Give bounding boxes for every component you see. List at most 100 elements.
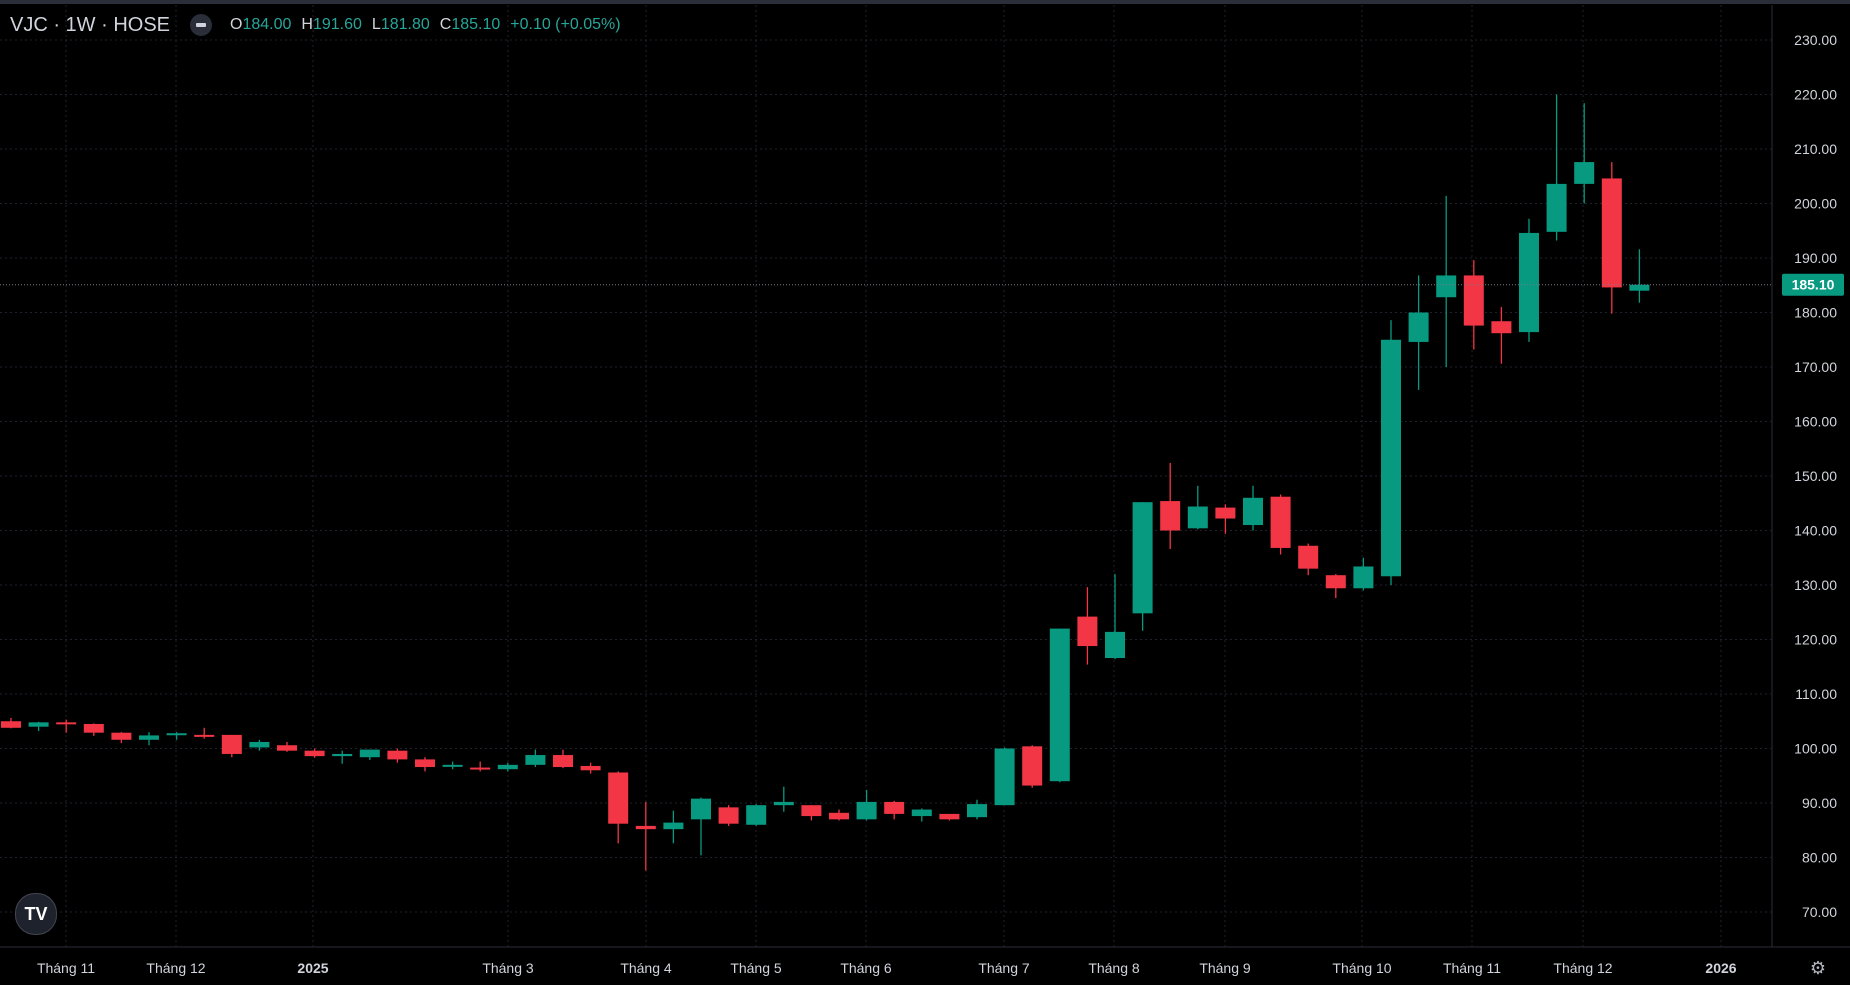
y-tick-label: 150.00 [1794, 468, 1837, 484]
candle-body[interactable] [773, 801, 794, 806]
y-tick-label: 130.00 [1794, 577, 1837, 593]
low-value: 181.80 [380, 16, 430, 33]
x-tick-label: Tháng 7 [978, 960, 1030, 976]
candle-body[interactable] [1519, 232, 1539, 333]
x-tick-label: Tháng 4 [620, 960, 672, 976]
candle-body[interactable] [911, 809, 932, 817]
candle-body[interactable] [1077, 616, 1098, 647]
candle-body[interactable] [635, 825, 656, 830]
last-price-marker: 185.10 [0, 273, 1844, 296]
x-tick-label: 2025 [297, 960, 328, 976]
candle-body[interactable] [967, 804, 987, 818]
candle-body[interactable] [1160, 501, 1181, 531]
candle-body[interactable] [580, 765, 601, 771]
candle-body[interactable] [387, 750, 408, 760]
x-tick-label: Tháng 12 [1553, 960, 1612, 976]
ohlc-values: O184.00 H191.60 L181.80 C185.10 +0.10 (+… [230, 16, 621, 34]
last-price-label: 185.10 [1792, 277, 1835, 293]
x-tick-label: Tháng 6 [840, 960, 892, 976]
candle-body[interactable] [1491, 321, 1512, 334]
candle-body[interactable] [1436, 275, 1457, 298]
y-tick-label: 70.00 [1802, 904, 1837, 920]
tradingview-logo-icon[interactable]: TV [15, 893, 57, 935]
candle-body[interactable] [1105, 631, 1125, 659]
last-price-badge [1782, 273, 1844, 296]
x-tick-label: Tháng 5 [730, 960, 782, 976]
candle-body[interactable] [497, 764, 518, 770]
candle-body[interactable] [442, 764, 463, 767]
candle-body[interactable] [1381, 339, 1401, 577]
candle-body[interactable] [1215, 507, 1236, 519]
candle-body[interactable] [1022, 746, 1043, 786]
minus-pill-icon[interactable] [190, 14, 213, 36]
candle-body[interactable] [718, 807, 739, 824]
candle-body[interactable] [1243, 497, 1263, 526]
candle-body[interactable] [1463, 275, 1484, 326]
candle-body[interactable] [525, 755, 546, 765]
x-tick-label: Tháng 11 [1443, 960, 1501, 976]
candle-body[interactable] [1546, 183, 1567, 232]
price-axis: 70.00 80.00 90.00 100.00 110.00 120.00 130.00 1… [1794, 32, 1837, 920]
candle-body[interactable] [1629, 284, 1650, 291]
x-tick-label: Tháng 9 [1199, 960, 1251, 976]
y-tick-label: 100.00 [1794, 741, 1837, 757]
y-tick-label: 180.00 [1794, 305, 1837, 321]
candle-body[interactable] [1408, 312, 1429, 342]
candle-body[interactable] [1270, 496, 1291, 548]
candle-body[interactable] [221, 734, 242, 754]
candle-body[interactable] [470, 767, 491, 770]
candle-body[interactable] [608, 772, 629, 824]
candle-body[interactable] [994, 748, 1015, 806]
legend-header: VJC · 1W · HOSE O184.00 H191.60 L181.80 … [10, 12, 621, 38]
candle-body[interactable] [663, 822, 684, 830]
candle-body[interactable] [884, 801, 905, 814]
open-value: 184.00 [242, 16, 292, 33]
candles [1, 94, 1650, 871]
candle-body[interactable] [304, 750, 325, 757]
candle-body[interactable] [28, 722, 49, 727]
candle-body[interactable] [415, 759, 435, 768]
candle-body[interactable] [856, 801, 877, 820]
candle-body[interactable] [166, 733, 187, 736]
candle-body[interactable] [1325, 575, 1346, 589]
candle-body[interactable] [1298, 545, 1319, 569]
y-tick-label: 230.00 [1794, 32, 1837, 48]
candle-body[interactable] [553, 755, 573, 768]
candle-body[interactable] [939, 813, 960, 820]
candle-body[interactable] [691, 798, 711, 820]
y-tick-label: 200.00 [1794, 196, 1837, 212]
candle-body[interactable] [83, 723, 104, 733]
y-tick-label: 110.00 [1795, 686, 1837, 702]
gear-icon[interactable]: ⚙ [1809, 958, 1827, 978]
candle-body[interactable] [111, 732, 132, 740]
candle-body[interactable] [277, 745, 297, 751]
candle-body[interactable] [1601, 178, 1622, 288]
candle-body[interactable] [801, 805, 822, 817]
time-axis: Tháng 11 Tháng 12 2025 Tháng 3 Tháng 4 Tháng … [37, 960, 1737, 976]
y-tick-label: 140.00 [1794, 523, 1837, 539]
candle-body[interactable] [1132, 502, 1153, 614]
top-border [0, 0, 1850, 4]
x-tick-label: Tháng 3 [482, 960, 534, 976]
candle-body[interactable] [359, 749, 380, 758]
candle-body[interactable] [746, 805, 767, 825]
candle-body[interactable] [1049, 628, 1070, 782]
candle-body[interactable] [1, 721, 21, 728]
candle-body[interactable] [139, 735, 159, 740]
candle-body[interactable] [332, 753, 353, 757]
candle-body[interactable] [249, 741, 270, 748]
candle-body[interactable] [194, 734, 215, 737]
x-tick-label: 2026 [1705, 960, 1736, 976]
x-tick-label: Tháng 8 [1088, 960, 1140, 976]
change-value: +0.10 (+0.05%) [510, 16, 621, 33]
high-label: H [301, 16, 313, 33]
y-tick-label: 80.00 [1802, 850, 1837, 866]
candle-body[interactable] [1187, 506, 1208, 529]
candle-body[interactable] [1353, 566, 1374, 589]
symbol-title[interactable]: VJC · 1W · HOSE [10, 13, 171, 36]
candle-body[interactable] [829, 812, 849, 820]
candle-body[interactable] [1574, 162, 1595, 184]
candle-body[interactable] [56, 722, 77, 725]
y-tick-label: 170.00 [1794, 359, 1837, 375]
